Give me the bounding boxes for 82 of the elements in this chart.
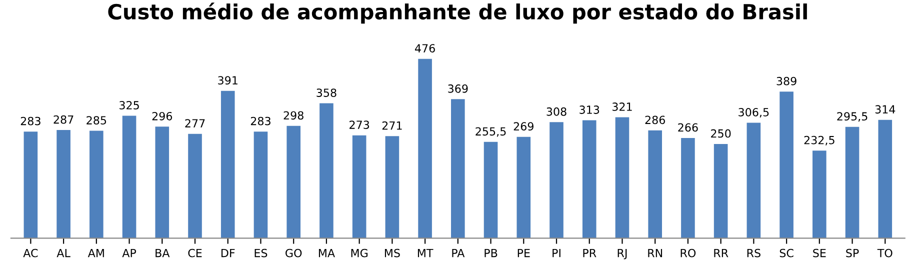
bar bbox=[582, 120, 596, 238]
x-tick-label: SC bbox=[780, 248, 794, 258]
x-tick-label: RR bbox=[714, 248, 728, 258]
bar bbox=[746, 122, 761, 238]
x-tick-label: PA bbox=[452, 248, 465, 258]
x-tick-label: PI bbox=[552, 248, 560, 258]
bar bbox=[550, 122, 564, 238]
data-label: 255,5 bbox=[476, 127, 506, 137]
x-tick-label: TO bbox=[877, 248, 892, 258]
x-tick-label: SP bbox=[846, 248, 859, 258]
x-tick-label: MG bbox=[351, 248, 368, 258]
bar bbox=[484, 142, 498, 238]
x-tick-label: MT bbox=[418, 248, 434, 258]
x-tick-label: RO bbox=[680, 248, 696, 258]
data-label: 273 bbox=[350, 120, 370, 130]
data-label: 308 bbox=[546, 107, 566, 116]
bar bbox=[24, 132, 38, 238]
x-tick-label: AM bbox=[88, 248, 104, 258]
bar bbox=[418, 58, 432, 238]
bar bbox=[188, 134, 202, 238]
bar bbox=[845, 126, 860, 238]
data-label: 476 bbox=[414, 44, 435, 53]
bar bbox=[320, 103, 334, 238]
bar bbox=[352, 135, 366, 238]
x-tick-label: PR bbox=[583, 248, 596, 258]
bar bbox=[516, 136, 531, 238]
data-label: 283 bbox=[20, 116, 40, 126]
bar bbox=[220, 90, 235, 238]
x-tick-label: AL bbox=[56, 248, 70, 258]
x-tick-label: RS bbox=[747, 248, 760, 258]
chart-title: Custo médio de acompanhante de luxo por estado do Brasil bbox=[108, 2, 807, 24]
data-label: 232,5 bbox=[804, 136, 834, 146]
data-label: 283 bbox=[250, 116, 270, 126]
x-tick-label: MA bbox=[318, 248, 335, 258]
x-tick-label: RJ bbox=[618, 248, 627, 260]
bar bbox=[56, 130, 70, 238]
data-label: 306,5 bbox=[738, 108, 769, 118]
data-label: 358 bbox=[316, 88, 336, 97]
bar bbox=[615, 117, 630, 238]
data-label: 314 bbox=[875, 105, 896, 114]
x-tick-label: SE bbox=[813, 248, 826, 258]
bar bbox=[254, 132, 268, 238]
data-label: 295,5 bbox=[837, 112, 868, 122]
data-label: 325 bbox=[120, 101, 139, 110]
bar bbox=[451, 99, 465, 238]
data-label: 269 bbox=[514, 122, 534, 131]
bar bbox=[648, 130, 662, 238]
data-label: 266 bbox=[678, 123, 698, 132]
data-label: 287 bbox=[54, 115, 74, 124]
x-tick-label: GO bbox=[286, 248, 302, 258]
x-tick-label: ES bbox=[254, 248, 268, 258]
x-tick-label: BA bbox=[156, 248, 170, 258]
x-tick-label: DF bbox=[221, 248, 235, 258]
bar bbox=[780, 92, 794, 238]
data-label: 313 bbox=[580, 106, 600, 114]
data-label: 285 bbox=[86, 116, 106, 124]
x-tick-label: AC bbox=[23, 248, 38, 258]
x-tick-label: AP bbox=[122, 248, 136, 258]
data-label: 391 bbox=[218, 76, 238, 85]
data-label: 296 bbox=[152, 112, 172, 120]
x-tick-label: MS bbox=[384, 248, 400, 258]
bar bbox=[878, 120, 892, 238]
data-label: 286 bbox=[645, 116, 665, 124]
data-label: 321 bbox=[612, 102, 632, 111]
bar bbox=[90, 130, 104, 238]
bar bbox=[812, 150, 826, 238]
bar bbox=[286, 126, 300, 238]
data-label: 389 bbox=[776, 76, 796, 86]
data-label: 369 bbox=[448, 84, 468, 93]
bar bbox=[385, 136, 400, 238]
x-tick-label: RN bbox=[648, 248, 662, 258]
bar bbox=[122, 116, 136, 238]
x-tick-label: PE bbox=[518, 248, 530, 258]
data-label: 250 bbox=[711, 129, 731, 138]
data-label: 298 bbox=[284, 111, 304, 120]
bar bbox=[681, 138, 695, 238]
data-label: 271 bbox=[382, 121, 402, 130]
x-tick-label: PB bbox=[484, 248, 498, 258]
x-tick-label: CE bbox=[188, 248, 202, 258]
data-label: 277 bbox=[185, 119, 205, 128]
bar bbox=[714, 144, 728, 238]
bar bbox=[155, 126, 170, 238]
